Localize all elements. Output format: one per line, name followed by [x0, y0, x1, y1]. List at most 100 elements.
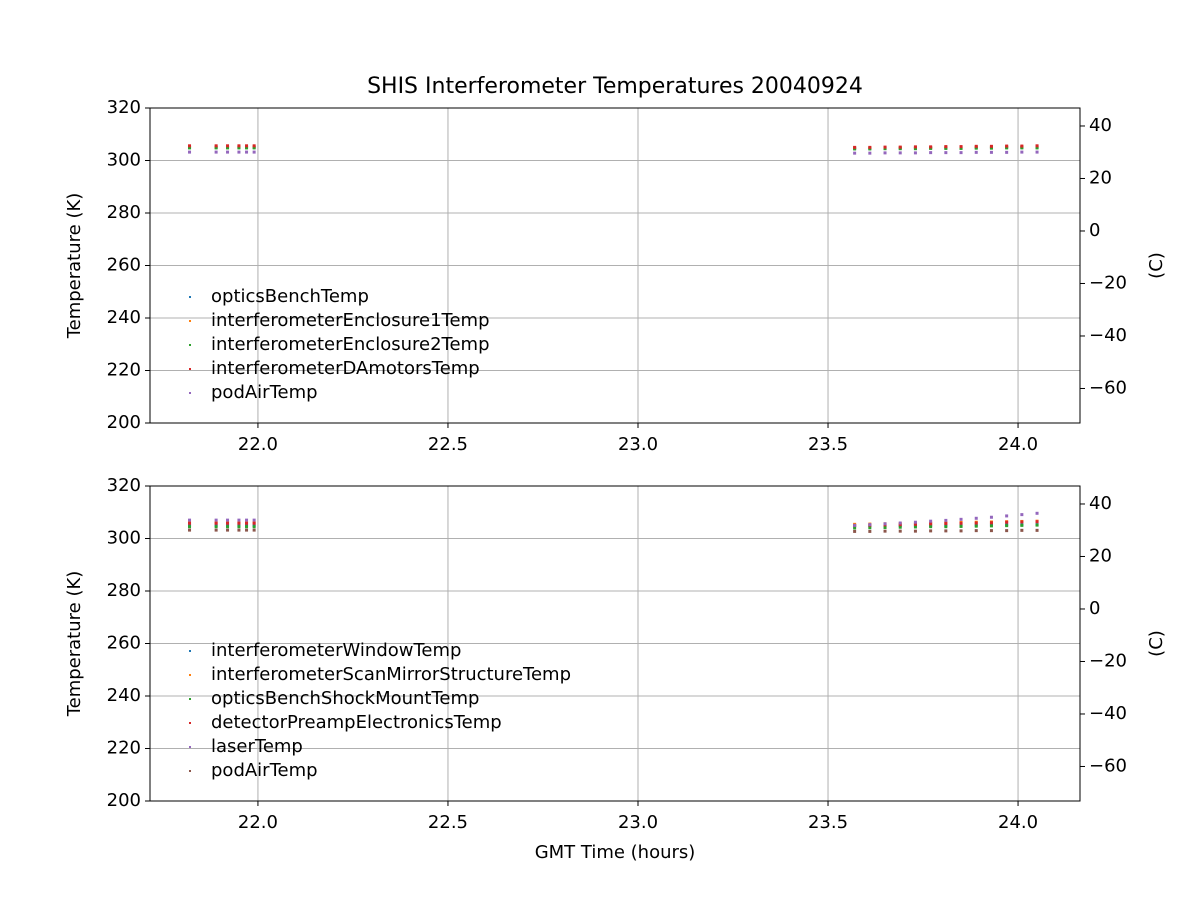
point — [252, 528, 256, 532]
point — [989, 529, 993, 533]
point — [898, 147, 902, 151]
x-tick-label: 22.5 — [428, 812, 468, 833]
point — [898, 151, 902, 155]
point — [1035, 146, 1039, 150]
point — [853, 529, 857, 533]
legend-label: opticsBenchTemp — [211, 286, 369, 307]
legend-marker — [189, 392, 191, 394]
point — [944, 522, 948, 526]
legend-marker — [189, 650, 191, 652]
legend-marker — [189, 698, 191, 700]
y-tick-label: 220 — [107, 738, 141, 759]
x-tick-label: 24.0 — [998, 434, 1038, 455]
y-tick-label: 260 — [107, 255, 141, 276]
y-tick-label: 200 — [107, 790, 141, 811]
y2-tick-label: −40 — [1089, 325, 1127, 346]
point — [883, 145, 887, 149]
x-axis-label: GMT Time (hours) — [535, 842, 696, 863]
point — [245, 146, 249, 150]
point — [853, 147, 857, 151]
point — [883, 529, 887, 533]
point — [237, 528, 241, 532]
point — [929, 519, 933, 523]
point — [1020, 146, 1024, 150]
point — [883, 147, 887, 151]
legend-marker — [189, 746, 191, 748]
legend-marker — [189, 722, 191, 724]
point — [883, 522, 887, 526]
point — [245, 528, 249, 532]
point — [1005, 514, 1009, 518]
point — [214, 525, 218, 529]
point — [853, 145, 857, 149]
point — [898, 523, 902, 527]
point — [237, 150, 241, 154]
point — [1035, 528, 1039, 532]
point — [913, 529, 917, 533]
legend-marker — [189, 344, 191, 346]
point — [237, 518, 241, 522]
x-tick-label: 23.5 — [808, 812, 848, 833]
chart-title: SHIS Interferometer Temperatures 2004092… — [367, 74, 863, 99]
point — [252, 525, 256, 529]
y2-axis-label: (C) — [1146, 630, 1167, 657]
y-tick-label: 320 — [107, 475, 141, 496]
point — [188, 525, 192, 529]
y-tick-label: 200 — [107, 412, 141, 433]
point — [188, 146, 192, 150]
y2-tick-label: 0 — [1089, 598, 1100, 619]
legend-marker — [189, 296, 191, 298]
point — [245, 518, 249, 522]
point — [913, 147, 917, 151]
y2-axis-label: (C) — [1146, 252, 1167, 279]
point — [252, 150, 256, 154]
point — [1020, 513, 1024, 517]
y-axis-label: Temperature (K) — [64, 193, 85, 340]
point — [188, 144, 192, 148]
point — [974, 516, 978, 520]
point — [898, 145, 902, 149]
point — [226, 144, 230, 148]
point — [214, 146, 218, 150]
point — [1035, 523, 1039, 527]
x-tick-label: 22.0 — [238, 812, 278, 833]
point — [944, 151, 948, 155]
point — [214, 150, 218, 154]
point — [944, 518, 948, 522]
y-axis-label: Temperature (K) — [64, 571, 85, 718]
point — [883, 151, 887, 155]
point — [1020, 523, 1024, 527]
point — [974, 529, 978, 533]
legend-label: podAirTemp — [211, 760, 318, 781]
y2-tick-label: 40 — [1089, 493, 1112, 514]
point — [226, 150, 230, 154]
point — [868, 529, 872, 533]
point — [898, 525, 902, 529]
y2-tick-label: −20 — [1089, 272, 1127, 293]
point — [913, 145, 917, 149]
point — [252, 521, 256, 525]
point — [868, 526, 872, 530]
x-tick-label: 22.0 — [238, 434, 278, 455]
legend-marker — [189, 674, 191, 676]
point — [989, 146, 993, 150]
point — [188, 521, 192, 525]
x-tick-label: 23.5 — [808, 434, 848, 455]
point — [929, 529, 933, 533]
point — [1035, 520, 1039, 524]
y2-tick-label: 20 — [1089, 545, 1112, 566]
point — [959, 517, 963, 521]
point — [1020, 144, 1024, 148]
point — [1035, 144, 1039, 148]
y-tick-label: 220 — [107, 360, 141, 381]
point — [989, 521, 993, 525]
y2-tick-label: −60 — [1089, 755, 1127, 776]
point — [237, 521, 241, 525]
point — [245, 521, 249, 525]
y2-tick-label: 0 — [1089, 220, 1100, 241]
point — [226, 528, 230, 532]
point — [868, 147, 872, 151]
legend-marker — [189, 320, 191, 322]
point — [1020, 150, 1024, 154]
legend-label: interferometerScanMirrorStructureTemp — [211, 664, 571, 685]
